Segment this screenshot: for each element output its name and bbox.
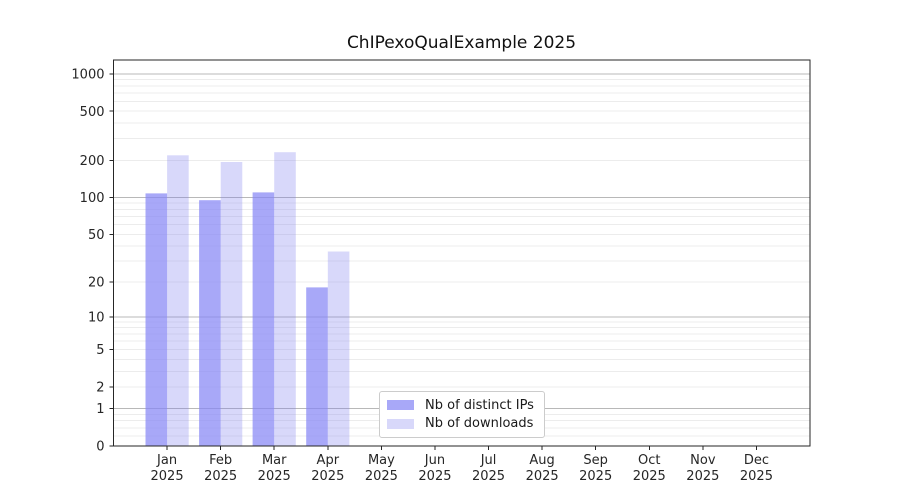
legend-entry-downloads: Nb of downloads bbox=[387, 415, 534, 434]
y-tick-label: 0 bbox=[96, 440, 104, 455]
x-tick-label-month: Mar bbox=[262, 453, 287, 468]
plot-frame bbox=[113, 59, 811, 447]
x-tick-label-year: 2025 bbox=[258, 469, 291, 484]
y-tick-label: 20 bbox=[88, 276, 105, 291]
x-tick-label-month: Dec bbox=[744, 453, 769, 468]
legend-swatch-distinct-ips bbox=[387, 400, 414, 411]
x-tick-label-month: Jun bbox=[424, 453, 445, 468]
y-tick-label: 10 bbox=[88, 310, 105, 325]
x-tick-label-month: Oct bbox=[638, 453, 660, 468]
x-tick-label-month: Jan bbox=[156, 453, 177, 468]
legend: Nb of distinct IPs Nb of downloads bbox=[379, 391, 545, 438]
x-tick-label-year: 2025 bbox=[526, 469, 559, 484]
x-tick-label-month: Apr bbox=[317, 453, 340, 468]
bar-downloads-jan bbox=[167, 155, 189, 447]
legend-swatch-downloads bbox=[387, 418, 414, 429]
legend-label-distinct-ips: Nb of distinct IPs bbox=[425, 397, 534, 413]
bar-downloads-mar bbox=[274, 152, 296, 446]
x-tick-label-year: 2025 bbox=[418, 469, 451, 484]
bar-distinct-ips-jan bbox=[145, 193, 168, 446]
y-tick-label: 1000 bbox=[71, 67, 104, 82]
x-tick-label-year: 2025 bbox=[311, 469, 344, 484]
bar-downloads-apr bbox=[327, 251, 350, 446]
y-tick-label: 200 bbox=[80, 154, 105, 169]
x-tick-label-month: Aug bbox=[529, 453, 554, 468]
x-tick-label-year: 2025 bbox=[686, 469, 719, 484]
chart-title: ChIPexoQualExample 2025 bbox=[346, 33, 577, 53]
x-tick-label-month: Nov bbox=[690, 453, 716, 468]
y-tick-label: 5 bbox=[96, 343, 104, 358]
x-tick-label-month: Jul bbox=[480, 453, 497, 468]
bar-downloads-feb bbox=[220, 162, 243, 446]
x-tick-label-year: 2025 bbox=[579, 469, 612, 484]
y-tick-label: 500 bbox=[80, 105, 105, 120]
y-tick-label: 2 bbox=[96, 380, 104, 395]
bar-distinct-ips-feb bbox=[199, 200, 221, 446]
x-tick-label-month: Sep bbox=[583, 453, 608, 468]
bar-distinct-ips-mar bbox=[252, 192, 275, 446]
x-tick-label-year: 2025 bbox=[204, 469, 237, 484]
y-tick-label: 50 bbox=[88, 228, 105, 243]
x-tick-label-year: 2025 bbox=[151, 469, 184, 484]
x-tick-label-year: 2025 bbox=[365, 469, 398, 484]
x-tick-label-year: 2025 bbox=[740, 469, 773, 484]
legend-label-downloads: Nb of downloads bbox=[425, 416, 534, 432]
y-tick-label: 100 bbox=[80, 191, 105, 206]
x-tick-label-year: 2025 bbox=[633, 469, 666, 484]
x-tick-label-year: 2025 bbox=[472, 469, 505, 484]
bar-distinct-ips-apr bbox=[306, 287, 328, 446]
x-tick-label-month: Feb bbox=[209, 453, 232, 468]
legend-entry-distinct-ips: Nb of distinct IPs bbox=[387, 396, 534, 415]
x-tick-label-month: May bbox=[368, 453, 395, 468]
y-tick-label: 1 bbox=[96, 402, 104, 417]
